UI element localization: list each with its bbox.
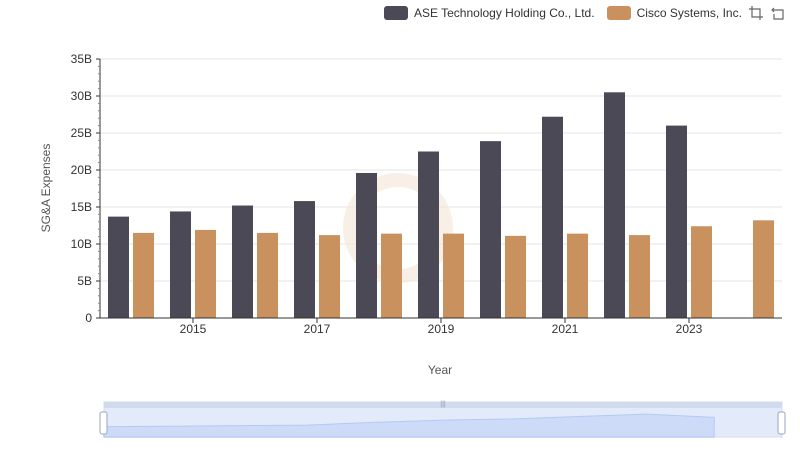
y-ticks: 0 5B 10B 15B 20B 25B 30B 35B [71, 52, 100, 325]
bar-ase-2022[interactable] [604, 92, 625, 318]
bar-cisco-2015[interactable] [195, 229, 216, 318]
bar-cisco-2016[interactable] [257, 232, 278, 318]
bar-cisco-2019[interactable] [443, 233, 464, 318]
bar-cisco-2022[interactable] [629, 235, 650, 318]
zoom-selection[interactable] [104, 408, 782, 437]
bars [108, 92, 774, 318]
y-tick-label: 10B [71, 237, 92, 251]
x-tick-label: 2017 [304, 322, 331, 336]
zoom-top-bar[interactable] [104, 402, 782, 408]
zoom-handle-right[interactable] [777, 411, 786, 435]
toolbar [748, 5, 792, 21]
bar-ase-2016[interactable] [232, 205, 253, 318]
y-tick-label: 20B [71, 163, 92, 177]
zoom-handle-left[interactable] [99, 411, 108, 435]
x-tick-label: 2023 [676, 322, 703, 336]
y-tick-label: 25B [71, 126, 92, 140]
bar-cisco-2021[interactable] [567, 233, 588, 318]
bar-ase-2017[interactable] [294, 201, 315, 318]
x-tick-label: 2021 [552, 322, 579, 336]
bar-cisco-2017[interactable] [319, 235, 340, 318]
zoom-select-icon[interactable] [748, 5, 764, 21]
zoom-grip-icon[interactable]: ||| [440, 401, 446, 408]
y-tick-label: 30B [71, 89, 92, 103]
y-tick-label: 35B [71, 52, 92, 66]
legend-swatch-ase [384, 6, 408, 20]
bar-ase-2018[interactable] [356, 172, 377, 318]
bar-cisco-2018[interactable] [381, 233, 402, 318]
legend-item-ase[interactable]: ASE Technology Holding Co., Ltd. [384, 6, 595, 20]
bar-ase-2021[interactable] [542, 116, 563, 318]
bar-cisco-2020[interactable] [505, 235, 526, 318]
legend-swatch-cisco [606, 6, 631, 20]
bar-ase-2014[interactable] [108, 216, 129, 318]
x-axis-title: Year [428, 363, 452, 377]
bar-ase-2019[interactable] [418, 151, 439, 319]
y-tick-label: 15B [71, 200, 92, 214]
bar-cisco-2023[interactable] [691, 226, 712, 318]
y-tick-label: 0 [85, 311, 92, 325]
legend-label-cisco: Cisco Systems, Inc. [636, 6, 742, 20]
legend: ASE Technology Holding Co., Ltd. Cisco S… [384, 3, 754, 23]
y-axis-title: SG&A Expenses [39, 144, 53, 233]
zoom-reset-icon[interactable] [770, 5, 786, 21]
x-tick-label: 2015 [180, 322, 207, 336]
data-zoom[interactable]: ||| [99, 401, 786, 438]
bar-ase-2015[interactable] [170, 211, 191, 318]
legend-label-ase: ASE Technology Holding Co., Ltd. [414, 6, 595, 20]
bar-ase-2020[interactable] [480, 141, 501, 318]
y-tick-label: 5B [77, 274, 92, 288]
bar-ase-2023[interactable] [666, 125, 687, 318]
legend-item-cisco[interactable]: Cisco Systems, Inc. [606, 6, 742, 20]
x-tick-label: 2019 [428, 322, 455, 336]
x-ticks: 2015 2017 2019 2021 2023 [180, 318, 703, 336]
bar-cisco-2014[interactable] [133, 232, 154, 318]
bar-cisco-2024[interactable] [753, 220, 774, 318]
